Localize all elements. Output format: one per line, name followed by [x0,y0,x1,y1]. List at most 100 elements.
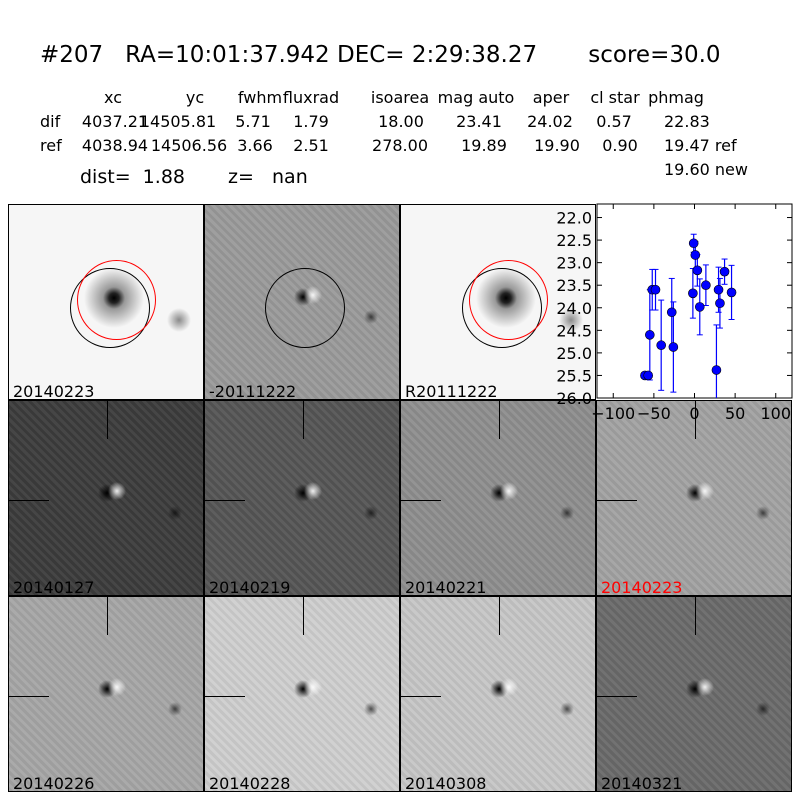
y-tick-label: 25.0 [556,344,592,363]
panel-date-label: 20140226 [13,774,95,792]
data-point [688,238,699,249]
crosshair-vertical [499,401,500,439]
table-cell: 4038.94 [81,136,149,155]
data-point [694,302,705,312]
table-cell: 19.89 [461,136,507,155]
data-point [643,370,653,381]
data-point [701,280,711,291]
data-point [650,284,661,295]
column-header: fwhm [237,88,283,107]
x-tick-label: 100 [760,404,791,423]
table-cell: 278.00 [372,136,428,155]
reference-circle [77,260,156,340]
table-cell: 0.90 [602,136,638,155]
cutout-panel: 20140127 [8,400,204,596]
plot-area [596,203,793,399]
table-cell: 14505.81 [139,112,217,131]
x-tick-label: 0 [689,404,699,423]
crosshair-vertical [303,401,304,439]
column-header: aper [532,88,570,107]
cutout-panel: 20140223 [8,204,204,400]
column-header: cl star [590,88,640,107]
y-tick-label: 26.0 [556,389,592,408]
panel-date-label: 20140223 [601,578,683,596]
column-header: xc [104,88,122,107]
table-cell: 5.71 [235,112,271,131]
column-header: fluxrad [282,88,340,107]
y-tick-label: 25.5 [556,366,592,385]
table-cell: 22.83 [664,112,710,131]
aperture-circle [265,268,345,348]
column-header: isoarea [370,88,430,107]
crosshair-vertical [107,597,108,635]
cutout-panel: 20140226 [8,596,204,792]
reference-circle [469,260,548,340]
data-point [666,307,677,318]
cutout-panel: R20111222 [400,204,596,400]
panel-date-label: 20140223 [13,382,95,400]
data-point [690,250,701,260]
crosshair-horizontal [401,696,441,697]
panel-date-label: 20140321 [601,774,683,792]
crosshair-vertical [107,401,108,439]
cutout-panel: 20140321 [596,596,792,792]
table-cell: 19.90 [534,136,580,155]
column-header: mag auto [437,88,515,107]
data-point [713,284,724,295]
candidate-title: #207 RA=10:01:37.942 DEC= 2:29:38.27 sco… [40,42,721,68]
y-tick-label: 22.0 [556,209,592,228]
dist-value: dist= 1.88 [80,166,185,188]
row-label: ref [40,136,62,155]
table-cell: 1.79 [293,112,329,131]
data-point [692,265,703,276]
x-tick-label: 50 [725,404,745,423]
data-point [719,266,730,277]
table-cell: 4037.21 [81,112,149,131]
panel-date-label: R20111222 [405,382,498,400]
data-point [715,298,725,309]
cutout-panel: 20140308 [400,596,596,792]
table-cell: 0.57 [596,112,632,131]
table-cell: 24.02 [527,112,573,131]
y-tick-label: 23.5 [556,276,592,295]
panel-date-label: 20140219 [209,578,291,596]
panel-date-label: 20140127 [13,578,95,596]
column-header: phmag [648,88,704,107]
crosshair-horizontal [401,500,441,501]
data-point [711,365,722,375]
table-cell: 23.41 [456,112,502,131]
data-point [726,287,737,298]
cutout-panel: 20140223 [596,400,792,596]
crosshair-horizontal [597,500,637,501]
crosshair-vertical [303,597,304,635]
data-point [668,342,679,352]
x-tick-label: −50 [637,404,671,423]
cutout-panel: 20140221 [400,400,596,596]
cutout-panel: -20111222 [204,204,400,400]
table-cell: 19.47 ref [664,136,737,155]
phmag-new: 19.60 new [664,160,748,179]
panel-date-label: 20140221 [405,578,487,596]
cutout-panel: 20140219 [204,400,400,596]
y-tick-label: 24.0 [556,299,592,318]
table-cell: 3.66 [237,136,273,155]
crosshair-vertical [695,597,696,635]
table-cell: 2.51 [293,136,329,155]
redshift-value: z= nan [228,166,308,188]
y-tick-label: 24.5 [556,321,592,340]
panel-date-label: 20140308 [405,774,487,792]
panel-date-label: -20111222 [209,382,297,400]
crosshair-vertical [499,597,500,635]
data-point [656,340,666,351]
y-tick-label: 23.0 [556,254,592,273]
data-point [688,288,698,299]
row-label: dif [40,112,61,131]
crosshair-horizontal [205,696,245,697]
cutout-panel: 20140228 [204,596,400,792]
crosshair-horizontal [9,696,49,697]
data-point [645,330,655,340]
panel-date-label: 20140228 [209,774,291,792]
y-tick-label: 22.5 [556,231,592,250]
